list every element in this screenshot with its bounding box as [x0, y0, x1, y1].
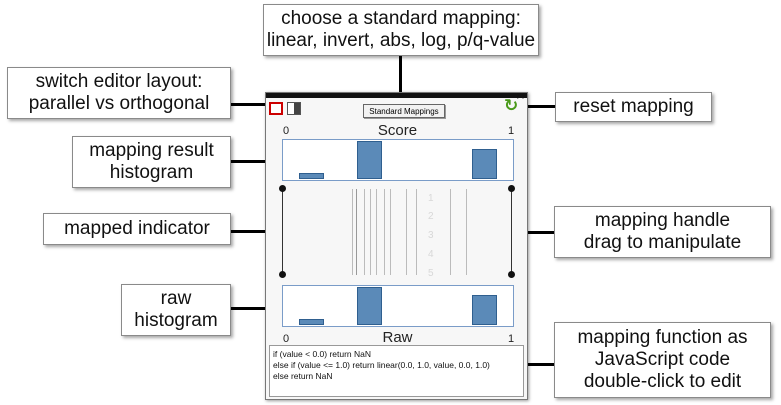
left-handle-track — [282, 188, 283, 275]
layout-orthogonal-button[interactable] — [287, 102, 301, 115]
mapped-indicator-line — [352, 189, 353, 275]
mapped-indicator-line — [466, 189, 467, 275]
histogram-bar — [356, 141, 382, 179]
mapped-indicator-line — [416, 189, 417, 275]
score-label: Score — [377, 122, 418, 139]
ghost-tick: 2 — [428, 211, 434, 222]
callout-mapping-function: mapping function as JavaScript code doub… — [554, 322, 771, 398]
mapped-indicator-line — [450, 189, 451, 275]
leader-standard-mapping — [399, 56, 402, 108]
leader-mapping-handle — [518, 231, 554, 234]
histogram-bar — [299, 173, 325, 179]
callout-result-histogram: mapping result histogram — [72, 136, 231, 188]
callout-mapped-indicator: mapped indicator — [43, 213, 231, 245]
callout-switch-layout: switch editor layout: parallel vs orthog… — [7, 67, 231, 119]
mapped-indicator-line — [376, 189, 377, 275]
ghost-tick: 5 — [428, 268, 434, 279]
code-line: if (value < 0.0) return NaN — [273, 349, 372, 359]
close-icon[interactable]: × — [516, 92, 525, 104]
mapped-indicator-line — [390, 189, 391, 275]
right-handle-top[interactable] — [508, 185, 515, 192]
callout-mapping-handle: mapping handle drag to manipulate — [554, 206, 771, 258]
histogram-bar — [356, 287, 382, 325]
mapped-indicator-line — [356, 189, 357, 275]
leader-reset-mapping — [520, 105, 555, 108]
callout-standard-mapping: choose a standard mapping: linear, inver… — [263, 4, 539, 56]
score-axis-min: 0 — [283, 125, 290, 137]
editor-title-bar — [266, 93, 527, 98]
score-axis-max: 1 — [508, 125, 515, 137]
left-handle-bottom[interactable] — [279, 271, 286, 278]
code-line: else return NaN — [273, 371, 333, 381]
raw-axis-min: 0 — [283, 333, 290, 345]
ghost-tick: 1 — [428, 193, 434, 204]
leader-result-histogram — [231, 160, 291, 163]
raw-label: Raw — [382, 329, 413, 346]
right-handle-bottom[interactable] — [508, 271, 515, 278]
callout-raw-histogram: raw histogram — [121, 284, 231, 336]
leader-raw-histogram — [231, 307, 291, 310]
result-histogram — [282, 139, 514, 181]
callout-reset-mapping: reset mapping — [555, 92, 712, 122]
leader-switch-layout — [231, 103, 275, 106]
leader-mapping-function — [522, 363, 554, 366]
mapped-indicator-line — [364, 189, 365, 275]
histogram-bar — [299, 319, 325, 325]
histogram-bar — [471, 149, 497, 179]
raw-axis-max: 1 — [508, 333, 515, 345]
mapping-function-code[interactable]: if (value < 0.0) return NaN else if (valu… — [269, 345, 524, 397]
code-line: else if (value <= 1.0) return linear(0.0… — [273, 360, 490, 370]
histogram-bar — [471, 295, 497, 325]
reset-mapping-icon[interactable]: ↻ — [504, 96, 519, 115]
ghost-tick: 4 — [428, 249, 434, 260]
mapped-indicator-line — [370, 189, 371, 275]
layout-parallel-button[interactable] — [269, 102, 283, 115]
left-handle-top[interactable] — [279, 185, 286, 192]
standard-mappings-button[interactable]: Standard Mappings — [363, 104, 445, 118]
raw-histogram — [282, 285, 514, 327]
mapping-editor-panel: × Standard Mappings ↻ 0 1 Score 1 2 3 4 … — [265, 92, 528, 400]
mapped-indicator-line — [384, 189, 385, 275]
ghost-tick: 3 — [428, 230, 434, 241]
mapped-indicator-line — [406, 189, 407, 275]
right-handle-track — [511, 188, 512, 275]
